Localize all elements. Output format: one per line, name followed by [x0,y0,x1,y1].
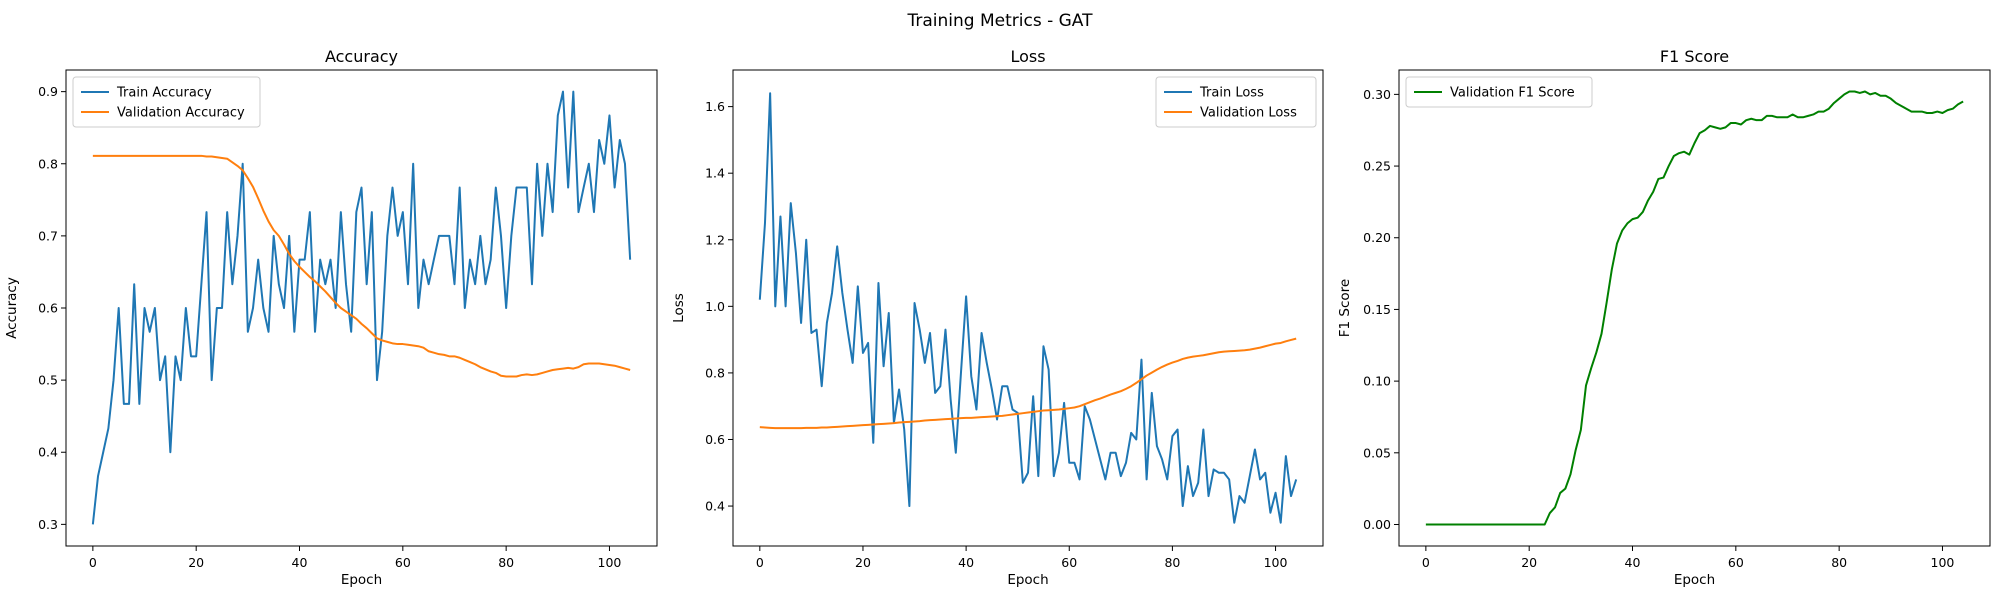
loss-x-tick-label: 0 [756,555,764,570]
loss-x-label: Epoch [1007,572,1048,588]
loss-y-tick-label: 1.4 [705,166,725,181]
f1-score-x-tick-label: 60 [1728,555,1744,570]
figure-title: Training Metrics - GAT [907,11,1094,31]
accuracy-y-tick-label: 0.7 [38,228,58,243]
loss-y-tick-label: 0.6 [705,432,725,447]
f1-score-y-label: F1 Score [1337,279,1353,337]
loss-legend: Train Loss Validation Loss [1155,76,1317,128]
loss-y-tick-label: 0.4 [705,499,725,514]
f1-score-plot-frame [1398,69,1991,547]
loss-x-tick-label: 100 [1264,555,1288,570]
accuracy-legend: Train Accuracy Validation Accuracy [72,76,261,128]
accuracy-legend-box [72,76,261,128]
f1-score-y-tick-label: 0.15 [1363,302,1391,317]
f1-score-y-tick-label: 0.30 [1363,87,1391,102]
validation-f1-score-line [1425,90,1964,526]
accuracy-x-tick-label: 80 [498,555,514,570]
accuracy-x-tick-label: 60 [395,555,411,570]
accuracy-x-tick-label: 20 [188,555,204,570]
loss-x-tick-label: 40 [958,555,974,570]
loss-legend-box [1155,76,1317,128]
accuracy-y-tick-label: 0.6 [38,301,58,316]
f1-score-y-tick-label: 0.20 [1363,230,1391,245]
f1-score-x-tick-label: 40 [1625,555,1641,570]
loss-y-label: Loss [671,293,687,323]
f1-score-x-tick-label: 20 [1521,555,1537,570]
f1-score-x-tick-label: 80 [1831,555,1847,570]
f1-score-title: F1 Score [1660,47,1729,66]
f1-score-y-tick-label: 0.00 [1363,517,1391,532]
accuracy-panel: 0 20 40 60 80 100 0.3 0.4 0.5 0.6 0.7 0.8 0.9 Accura… [4,47,658,588]
accuracy-y-tick-label: 0.9 [38,84,58,99]
accuracy-y-label: Accuracy [4,277,20,339]
accuracy-x-tick-label: 40 [292,555,308,570]
loss-y-tick-label: 1.0 [705,299,725,314]
f1-score-panel: 0 20 40 60 80 100 0.00 0.05 0.10 0.15 0.20 0.25 0.30… [1337,47,1991,588]
validation-loss-line [759,337,1297,430]
validation-accuracy-legend-label: Validation Accuracy [117,106,245,121]
train-accuracy-legend-label: Train Accuracy [116,86,212,101]
loss-x-tick-label: 60 [1061,555,1077,570]
accuracy-x-label: Epoch [341,572,382,588]
loss-y-tick-label: 0.8 [705,365,725,380]
loss-panel: 0 20 40 60 80 100 0.4 0.6 0.8 1.0 1.2 1.4 1.6 Loss E… [671,47,1324,588]
validation-accuracy-line [92,154,631,378]
f1-score-y-tick-label: 0.05 [1363,445,1391,460]
f1-score-x-tick-label: 0 [1422,555,1430,570]
loss-x-tick-label: 20 [855,555,871,570]
accuracy-title: Accuracy [325,47,398,66]
train-loss-line [758,92,1298,524]
f1-score-x-label: Epoch [1674,572,1715,588]
loss-title: Loss [1010,47,1045,66]
accuracy-y-tick-label: 0.5 [38,373,58,388]
accuracy-y-tick-label: 0.4 [38,445,58,460]
validation-loss-legend-label: Validation Loss [1200,106,1297,121]
f1-score-legend: Validation F1 Score [1405,76,1593,108]
validation-f1-score-legend-label: Validation F1 Score [1450,86,1575,101]
accuracy-x-tick-label: 0 [89,555,97,570]
loss-plot-frame [732,69,1324,547]
f1-score-legend-box [1405,76,1593,108]
accuracy-x-tick-label: 100 [598,555,622,570]
f1-score-y-tick-label: 0.10 [1363,374,1391,389]
loss-y-tick-label: 1.6 [705,99,725,114]
train-accuracy-line [91,90,632,525]
loss-y-tick-label: 1.2 [705,232,725,247]
train-loss-legend-label: Train Loss [1199,86,1264,101]
f1-score-y-tick-label: 0.25 [1363,159,1391,174]
loss-x-tick-label: 80 [1164,555,1180,570]
f1-score-x-tick-label: 100 [1931,555,1955,570]
accuracy-y-tick-label: 0.8 [38,156,58,171]
accuracy-y-tick-label: 0.3 [38,517,58,532]
